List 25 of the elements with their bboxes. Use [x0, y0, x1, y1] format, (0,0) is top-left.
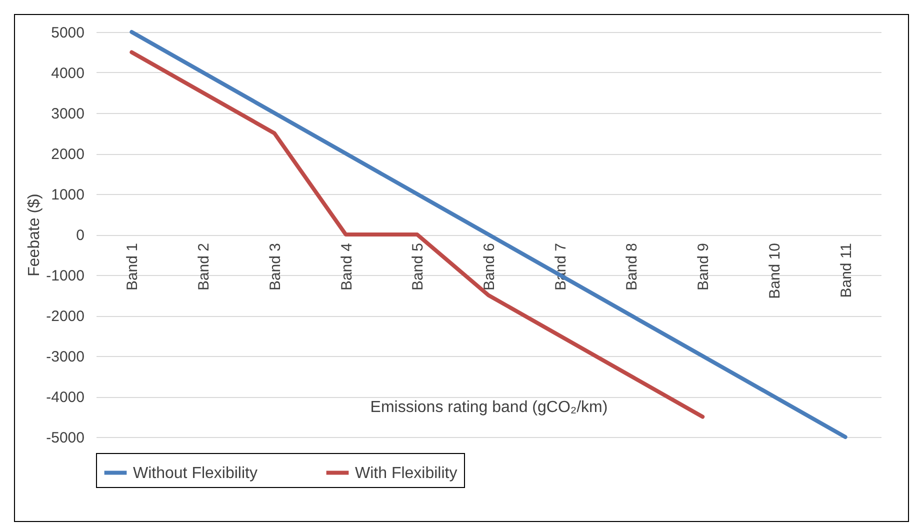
x-tick-label: Band 3 — [266, 243, 284, 291]
x-tick-label: Band 5 — [410, 243, 427, 291]
y-tick-label: 5000 — [51, 24, 84, 42]
x-tick-label: Band 10 — [766, 243, 784, 299]
y-tick-label: -5000 — [46, 430, 84, 446]
x-tick-label: Band 8 — [624, 243, 641, 291]
y-tick-label: 3000 — [51, 106, 84, 122]
y-tick-label: -1000 — [46, 268, 84, 284]
y-tick-label: 2000 — [51, 146, 84, 163]
x-axis-title: Emissions rating band (gCO₂/km) — [370, 398, 608, 416]
x-tick-label: Band 6 — [481, 243, 498, 291]
y-tick-label: 1000 — [51, 186, 84, 204]
x-tick-label: Band 1 — [124, 243, 142, 291]
y-tick-label: 4000 — [51, 65, 84, 82]
legend-label: Without Flexibility — [133, 464, 258, 482]
legend-label: With Flexibility — [355, 464, 458, 482]
y-tick-label: -2000 — [46, 308, 84, 325]
x-tick-label: Band 4 — [338, 243, 356, 291]
x-tick-label: Band 9 — [695, 243, 712, 291]
y-axis-title: Feebate ($) — [26, 194, 44, 276]
y-tick-label: -3000 — [46, 348, 84, 366]
y-tick-label: 0 — [76, 227, 84, 244]
x-tick-label: Band 11 — [838, 243, 855, 298]
x-tick-label: Band 2 — [196, 243, 213, 291]
y-tick-label: -4000 — [46, 389, 84, 406]
